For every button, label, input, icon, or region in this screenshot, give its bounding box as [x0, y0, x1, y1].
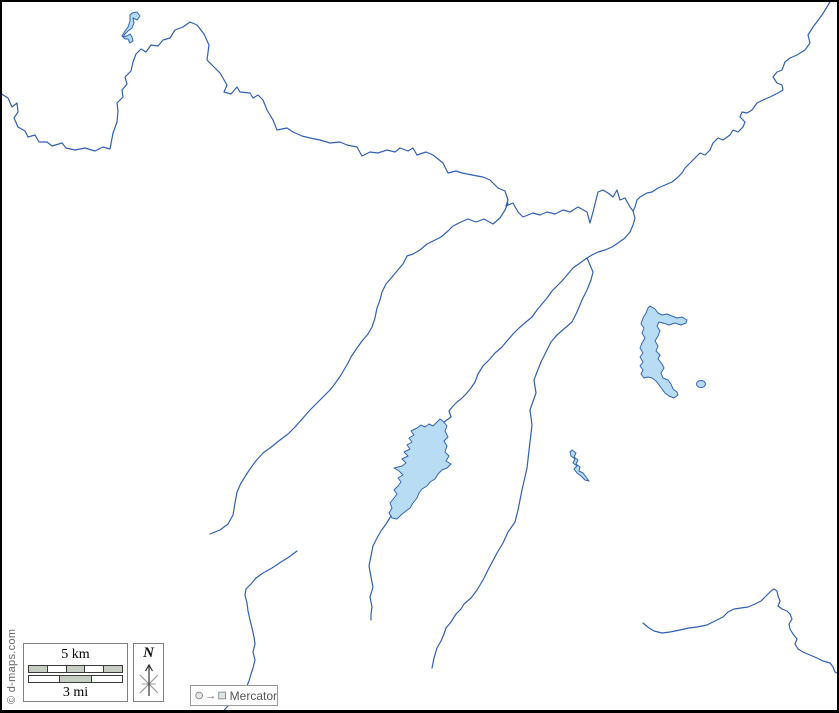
scale-bar-segment — [85, 666, 105, 672]
river-west — [0, 21, 634, 224]
reservoir-central — [388, 418, 452, 520]
river-south-from-junction — [431, 210, 636, 669]
scale-bar-segment — [47, 666, 67, 672]
north-label: N — [143, 645, 154, 661]
scale-km-label: 5 km — [61, 647, 90, 662]
lake-east — [639, 305, 688, 399]
compass-icon — [139, 663, 158, 696]
projection-label: Mercator — [229, 688, 277, 703]
river-northeast — [632, 1, 831, 212]
copyright-text: © d-maps.com — [6, 628, 18, 704]
pond-east — [696, 380, 706, 388]
river-reservoir-inflow — [443, 257, 588, 423]
scale-bar-segment — [29, 666, 48, 672]
scale-bar-segment — [104, 666, 122, 672]
river-southwest-branch — [209, 202, 509, 535]
scale-box: 5 km 3 mi — [23, 643, 128, 702]
scale-bar-segment — [60, 676, 92, 682]
globe-circle-icon — [195, 691, 203, 700]
river-bottom-east — [642, 588, 839, 675]
north-box: N — [133, 643, 164, 702]
scale-bar-segment — [66, 666, 86, 672]
river-reservoir-outflow — [368, 515, 392, 621]
projection-box: → Mercator — [190, 685, 278, 706]
scale-bar-segment — [29, 676, 61, 682]
lake-northwest — [121, 11, 141, 44]
projection-arrow-icon: → — [205, 689, 217, 702]
lake-sliver-central — [569, 449, 590, 482]
scale-bar-mi — [28, 675, 123, 683]
flat-map-square-icon — [218, 691, 227, 700]
scale-bar-segment — [91, 676, 122, 682]
scale-mi-label: 3 mi — [62, 685, 89, 700]
scale-bar-km — [28, 665, 123, 673]
